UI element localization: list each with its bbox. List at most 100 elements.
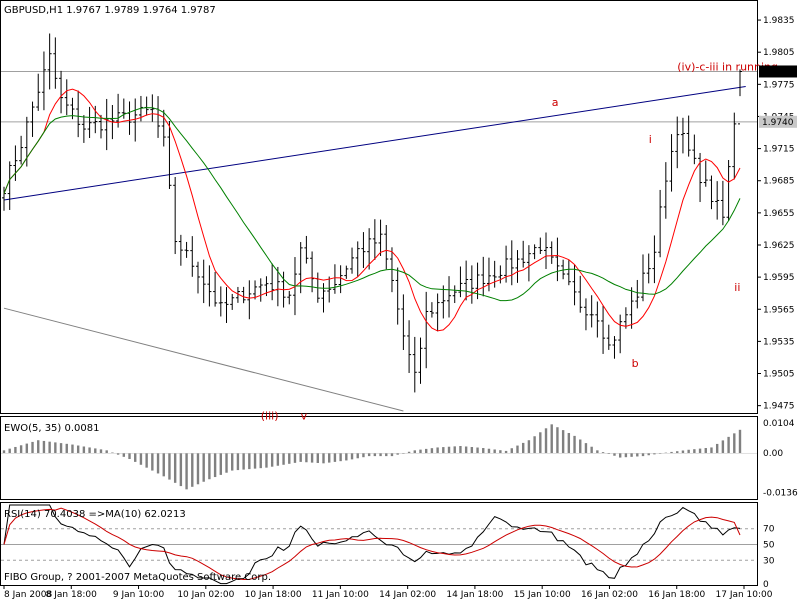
ewo-bar — [402, 453, 405, 454]
price-bar — [195, 261, 200, 294]
ewo-bar — [185, 453, 188, 490]
ewo-bar — [687, 449, 690, 454]
price-bar — [361, 232, 366, 268]
ewo-bar — [345, 453, 348, 461]
price-bar — [81, 115, 86, 143]
ewo-bar — [310, 453, 314, 463]
price-bar — [298, 242, 303, 294]
price-bar — [492, 260, 497, 288]
price-bar — [344, 265, 349, 279]
price-bar — [41, 51, 46, 111]
price-bar — [87, 106, 92, 139]
price-bar — [253, 280, 258, 300]
price-bar — [601, 305, 606, 354]
wave-label: i — [649, 133, 652, 146]
price-bar — [629, 287, 634, 329]
price-bar — [241, 286, 246, 304]
price-tick-label: 1.9715 — [763, 145, 795, 155]
ewo-bar — [71, 444, 74, 454]
ewo-bar — [584, 443, 588, 454]
ewo-bar — [151, 453, 154, 471]
ewo-bar — [601, 452, 605, 454]
price-bar — [435, 293, 440, 332]
price-bar — [526, 245, 531, 282]
price-bar — [618, 314, 623, 354]
price-tick-label: 1.9775 — [763, 80, 795, 90]
price-bar — [230, 293, 235, 310]
ewo-bar — [202, 453, 205, 482]
ewo-bar — [521, 442, 525, 454]
ewo-bar — [630, 453, 633, 457]
ewo-bar — [305, 453, 308, 463]
ewo-bar — [658, 453, 662, 454]
ewo-bar — [641, 453, 645, 457]
price-bar — [595, 301, 600, 338]
ewo-bar — [191, 453, 194, 487]
price-bar — [441, 285, 446, 319]
ewo-bar — [156, 453, 160, 474]
ewo-bar — [681, 450, 685, 454]
ewo-bar — [236, 453, 240, 471]
ewo-bar — [19, 445, 23, 454]
ewo-bar — [14, 446, 17, 454]
ewo-bar — [470, 447, 474, 454]
price-bar — [658, 189, 663, 258]
ewo-bar — [704, 448, 707, 454]
price-marker-box — [759, 65, 797, 78]
price-bar — [412, 336, 417, 393]
time-tick-label: 8 Jan 2008 — [4, 590, 52, 600]
ewo-bar — [350, 453, 354, 460]
price-bar — [372, 219, 377, 260]
price-tick-label: 1.9655 — [763, 209, 795, 219]
moving-average-line-0 — [3, 88, 741, 332]
ewo-bar — [367, 453, 371, 457]
price-bar — [583, 298, 588, 331]
wave-label: a — [552, 96, 559, 109]
ewo-bar — [288, 453, 291, 464]
ewo-bar — [385, 453, 388, 457]
price-bar — [555, 237, 560, 282]
price-bar — [566, 260, 571, 286]
price-bar — [606, 324, 611, 350]
price-bar — [355, 241, 360, 277]
price-bar — [350, 247, 355, 274]
price-bar — [167, 120, 172, 189]
price-bar — [76, 90, 81, 138]
ewo-bar — [738, 429, 742, 454]
price-bar — [13, 145, 18, 181]
price-tick-label: 1.9625 — [763, 241, 795, 251]
price-bar — [652, 235, 657, 284]
ewo-bar — [356, 453, 359, 459]
price-bar — [235, 286, 240, 303]
ewo-bar — [721, 440, 725, 454]
price-bar — [612, 336, 617, 359]
ewo-bar — [276, 453, 280, 466]
price-bar — [429, 302, 434, 318]
ewo-bar — [698, 448, 702, 454]
ewo-bar — [618, 453, 622, 458]
price-tick-label: 1.9595 — [763, 273, 795, 283]
ewo-bar — [556, 427, 559, 454]
price-bar — [64, 79, 69, 116]
time-tick-label: 10 Jan 02:00 — [177, 590, 234, 600]
ewo-bar — [54, 442, 57, 454]
price-bar — [133, 98, 138, 142]
ewo-bar — [196, 453, 200, 485]
price-bar — [578, 275, 583, 313]
ewo-bar — [710, 447, 713, 454]
ewo-bar — [94, 448, 97, 454]
ewo-bar — [219, 453, 223, 475]
price-tick-label: 1.9805 — [763, 48, 795, 58]
price-bar — [47, 33, 52, 90]
ewo-bar — [37, 440, 40, 454]
price-bar — [207, 265, 212, 307]
price-bar — [663, 162, 668, 219]
ewo-bar — [504, 450, 508, 454]
ewo-bar — [624, 453, 628, 458]
ewo-bar — [31, 441, 34, 454]
ewo-bar — [647, 453, 650, 456]
price-bar — [247, 280, 252, 320]
